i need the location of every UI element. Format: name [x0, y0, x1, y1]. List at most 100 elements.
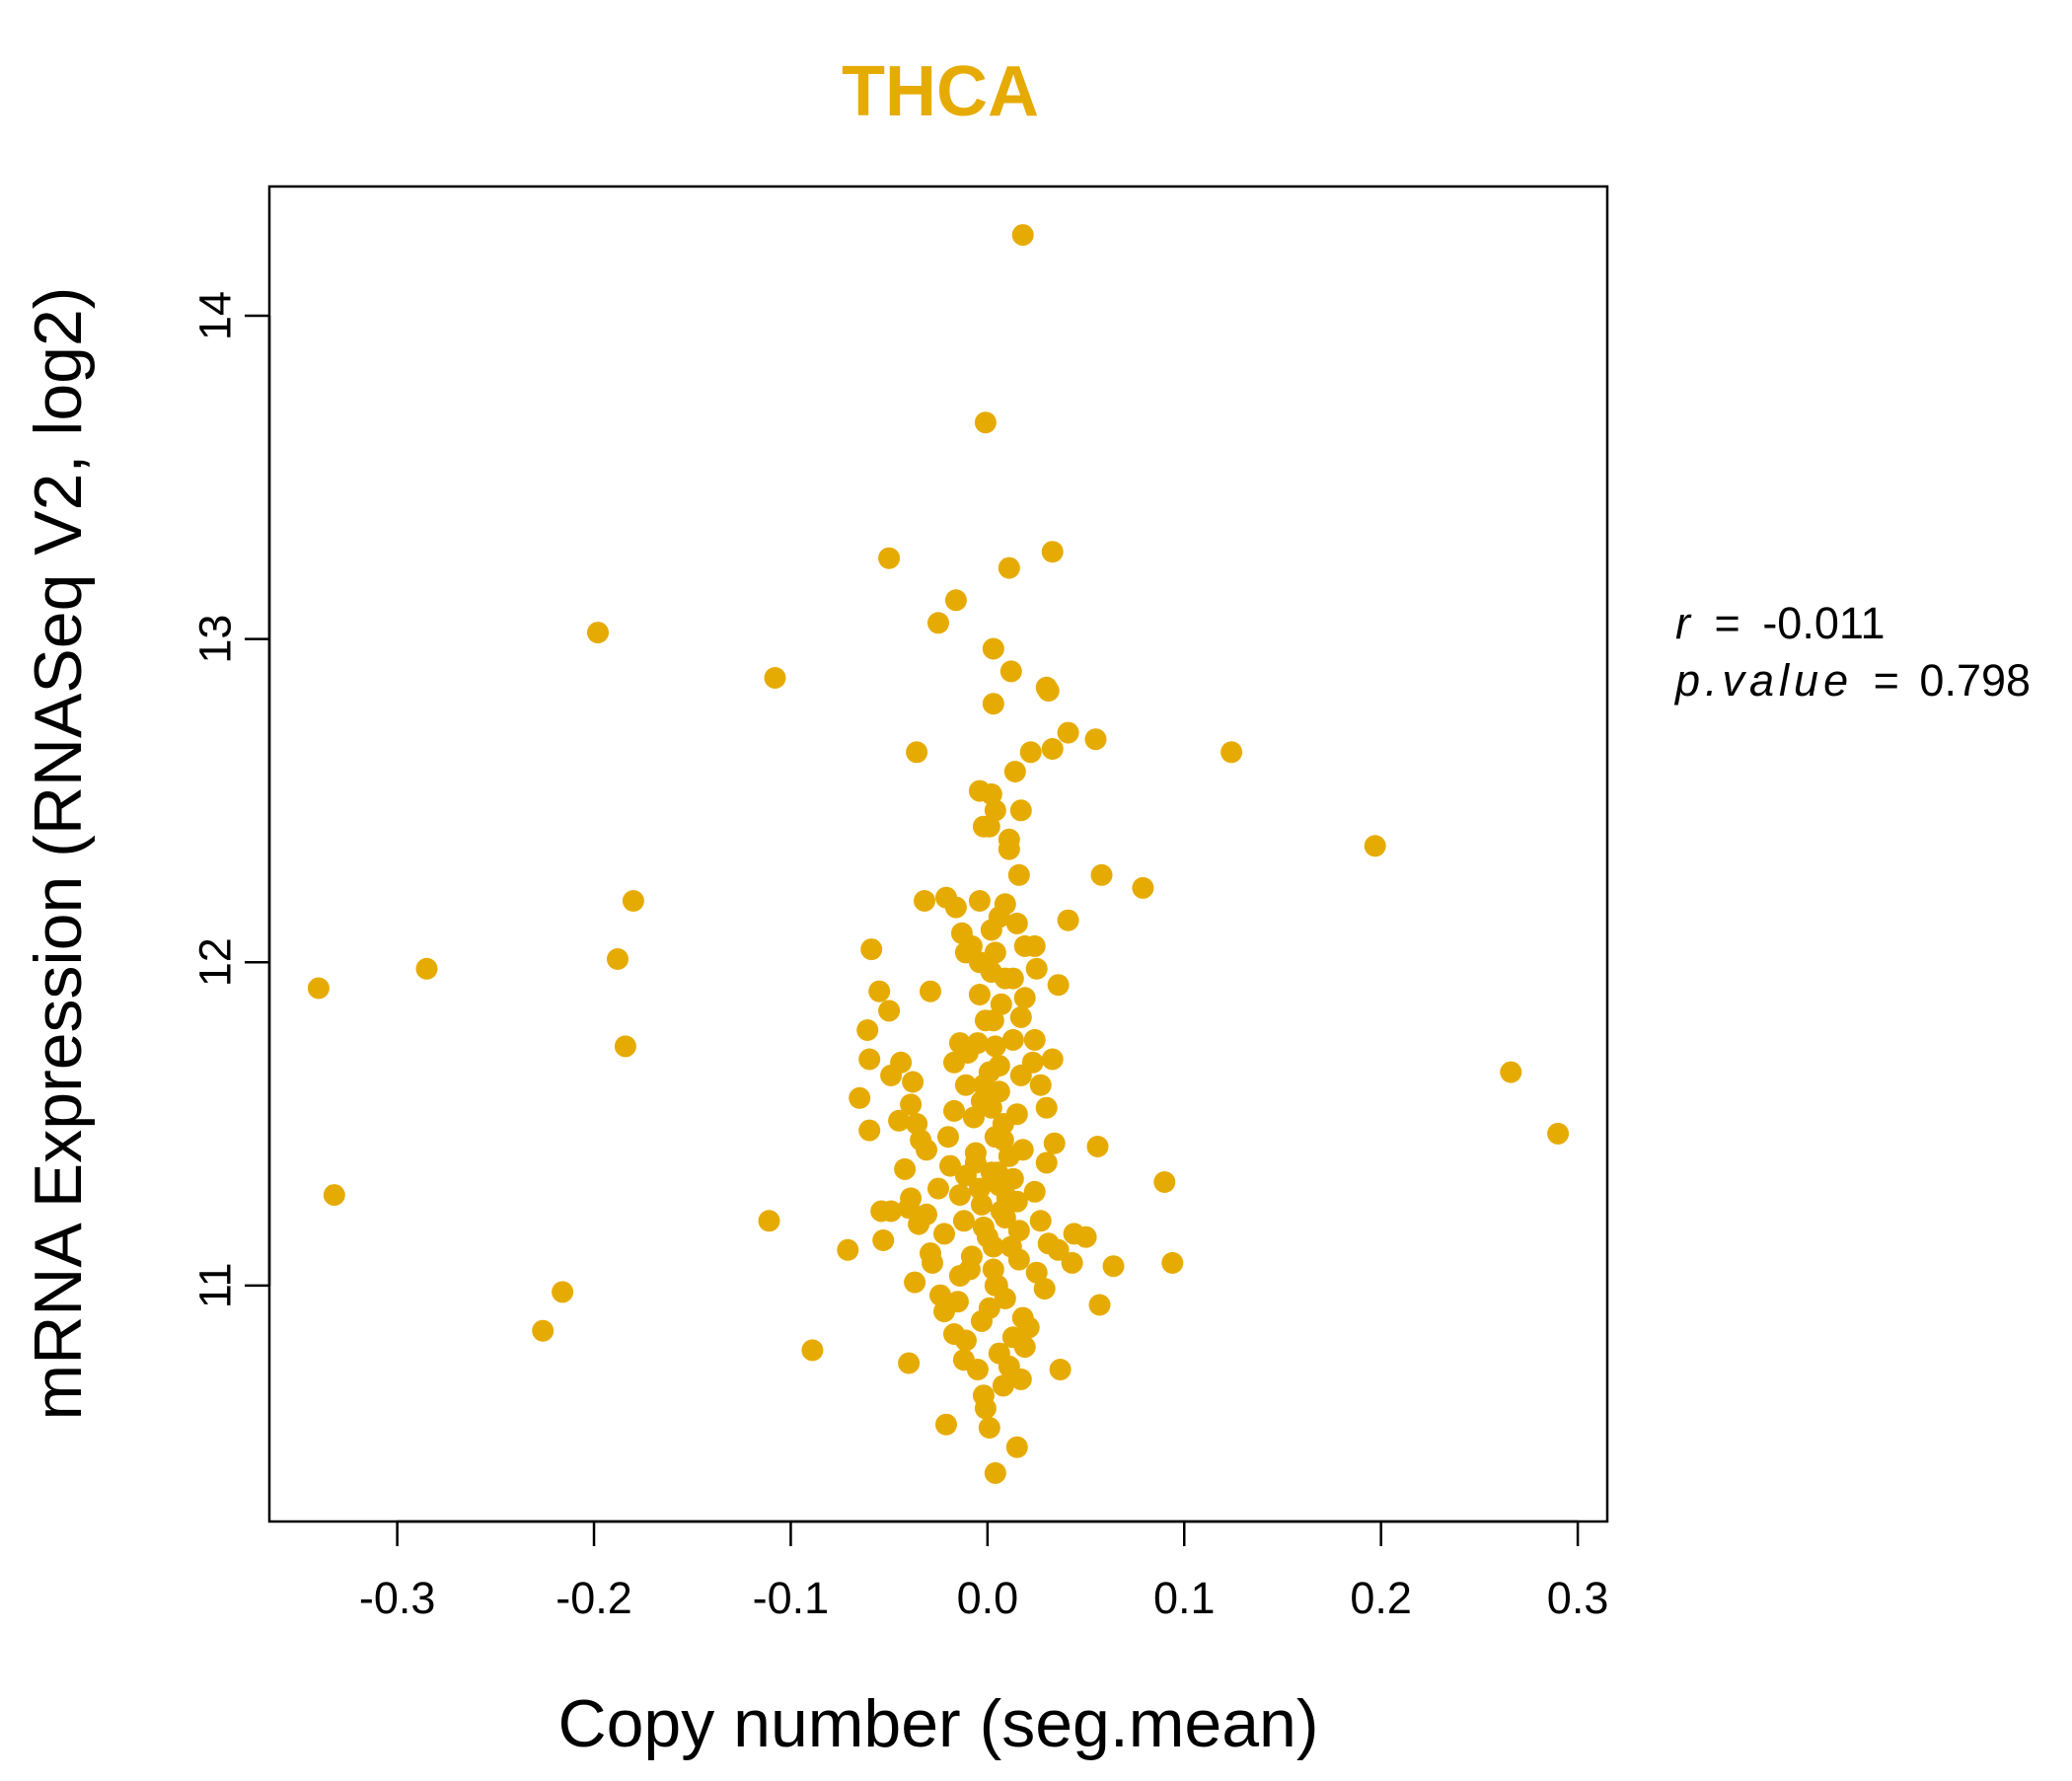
data-point-5 — [944, 589, 967, 612]
data-point-76 — [849, 1086, 871, 1109]
x-axis-title: Copy number (seg.mean) — [557, 1686, 1318, 1761]
data-point-31 — [968, 890, 991, 912]
data-point-191 — [958, 1258, 981, 1281]
data-point-118 — [908, 1213, 930, 1235]
p-value: 0.798 — [1919, 655, 2031, 705]
data-point-124 — [872, 1229, 895, 1251]
data-point-23 — [978, 815, 1000, 838]
x-axis: -0.3 -0.2 -0.1 0.0 0.1 0.2 0.3 — [359, 1520, 1609, 1623]
data-point-192 — [999, 1235, 1022, 1258]
data-point-52 — [968, 984, 991, 1005]
data-point-41 — [1023, 934, 1046, 957]
data-point-80 — [1035, 1096, 1058, 1119]
data-point-161 — [1049, 1359, 1072, 1380]
data-point-58 — [856, 1019, 879, 1041]
data-point-74 — [954, 1074, 977, 1096]
data-point-65 — [858, 1048, 881, 1071]
data-point-54 — [990, 993, 1012, 1015]
data-point-92 — [916, 1139, 937, 1161]
data-point-87 — [937, 1126, 959, 1149]
data-point-66 — [1041, 1048, 1064, 1071]
data-point-141 — [1033, 1278, 1056, 1300]
data-point-10 — [1037, 680, 1060, 703]
data-point-97 — [939, 1154, 961, 1177]
r-equals: = — [1715, 598, 1740, 648]
y-axis-title: mRNA Expression (RNASeq V2, log2) — [21, 287, 96, 1421]
data-point-142 — [929, 1284, 951, 1306]
data-point-152 — [532, 1319, 555, 1342]
x-tick-label-3: 0.0 — [957, 1573, 1019, 1623]
data-point-28 — [1132, 876, 1154, 899]
data-point-91 — [1086, 1136, 1109, 1157]
data-point-25 — [998, 838, 1020, 860]
data-point-197 — [982, 1009, 1004, 1032]
data-point-144 — [552, 1281, 574, 1303]
x-tick-label-1: -0.2 — [555, 1573, 632, 1623]
data-point-121 — [933, 1223, 955, 1245]
p-equals: = — [1874, 655, 1899, 705]
data-point-44 — [984, 941, 1006, 964]
data-point-139 — [904, 1271, 926, 1294]
data-point-176 — [614, 1035, 636, 1058]
data-point-173 — [415, 957, 438, 980]
data-point-115 — [952, 1210, 975, 1232]
data-point-198 — [994, 967, 1016, 990]
data-point-55 — [878, 1000, 901, 1022]
data-point-180 — [1221, 741, 1243, 764]
data-point-75 — [1029, 1074, 1052, 1096]
data-point-73 — [902, 1071, 925, 1093]
data-point-135 — [1102, 1255, 1125, 1278]
data-point-96 — [1035, 1151, 1058, 1174]
data-point-83 — [888, 1109, 911, 1132]
data-point-49 — [1047, 974, 1070, 997]
data-point-15 — [1041, 738, 1064, 760]
data-point-53 — [1013, 987, 1036, 1009]
data-point-6 — [927, 612, 949, 634]
data-point-86 — [858, 1119, 881, 1142]
data-point-13 — [1084, 728, 1107, 751]
data-point-187 — [992, 1129, 1014, 1151]
data-point-151 — [1017, 1316, 1040, 1339]
data-point-148 — [933, 1300, 955, 1323]
data-point-146 — [1088, 1294, 1111, 1316]
data-point-33 — [944, 896, 967, 919]
data-point-42 — [860, 938, 883, 961]
data-point-177 — [323, 1184, 345, 1207]
data-point-59 — [1001, 1028, 1024, 1051]
x-tick-label-6: 0.3 — [1547, 1573, 1609, 1623]
data-point-81 — [943, 1099, 965, 1122]
data-point-0 — [1011, 224, 1034, 247]
data-point-51 — [868, 980, 891, 1002]
data-point-72 — [880, 1064, 903, 1086]
data-point-104 — [927, 1177, 949, 1200]
x-tick-label-0: -0.3 — [359, 1573, 436, 1623]
data-point-185 — [986, 1161, 1008, 1184]
data-point-7 — [982, 637, 1004, 660]
p-value-label: p.value — [1673, 655, 1853, 705]
data-point-46 — [1025, 957, 1048, 980]
data-point-102 — [1153, 1171, 1176, 1193]
data-point-117 — [758, 1210, 780, 1232]
data-point-84 — [906, 1113, 928, 1135]
r-label: r — [1675, 598, 1692, 648]
data-point-188 — [980, 1096, 1002, 1119]
y-tick-label-3: 14 — [190, 291, 241, 340]
data-point-179 — [764, 667, 786, 689]
data-point-27 — [1090, 863, 1113, 886]
data-point-128 — [1047, 1238, 1070, 1261]
data-point-189 — [964, 1151, 987, 1174]
data-point-169 — [978, 1417, 1000, 1439]
data-point-194 — [972, 1074, 995, 1096]
data-point-106 — [948, 1184, 971, 1207]
points-layer — [307, 224, 1570, 1484]
data-point-132 — [1161, 1251, 1184, 1274]
data-point-196 — [962, 1106, 985, 1129]
data-point-68 — [943, 1051, 965, 1074]
data-point-105 — [1023, 1180, 1046, 1203]
y-tick-label-0: 11 — [190, 1262, 241, 1308]
data-point-14 — [1019, 741, 1042, 764]
data-point-17 — [1003, 761, 1026, 782]
data-point-195 — [988, 1055, 1010, 1077]
